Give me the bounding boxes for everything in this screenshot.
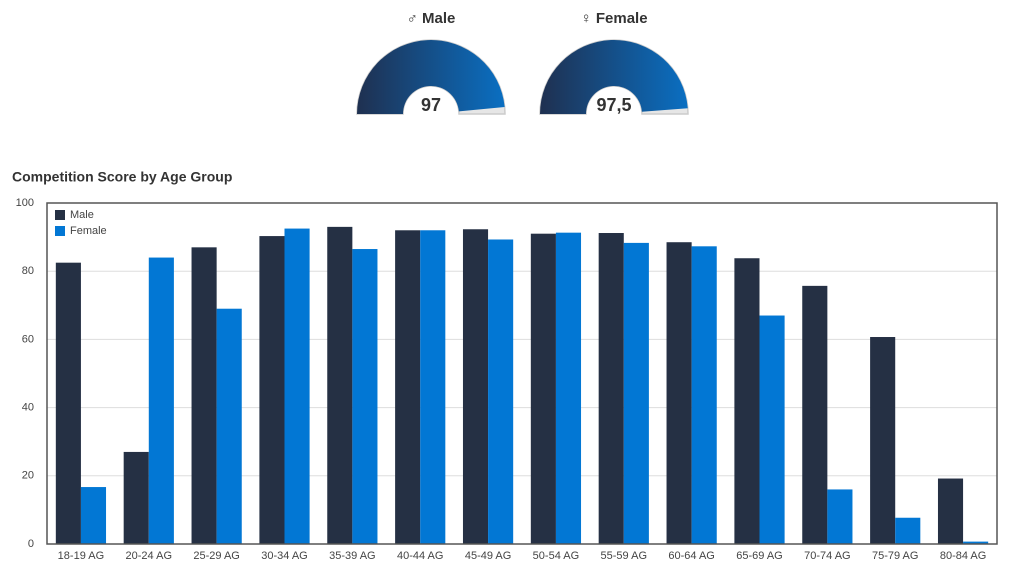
bar <box>555 232 582 545</box>
x-tick-label: 70-74 AG <box>804 550 850 562</box>
x-tick-label: 30-34 AG <box>261 550 307 562</box>
y-tick-label: 40 <box>22 402 34 414</box>
bar <box>937 478 964 544</box>
bar <box>191 247 217 544</box>
bar <box>395 230 421 544</box>
gauge-title: ♂ Male <box>407 10 456 27</box>
x-tick-label: 20-24 AG <box>126 550 172 562</box>
legend-label: Female <box>70 225 107 237</box>
bar <box>530 233 556 544</box>
bar <box>734 258 760 544</box>
bar <box>148 257 174 544</box>
x-tick-label: 75-79 AG <box>872 550 918 562</box>
bar <box>691 246 717 544</box>
x-tick-label: 40-44 AG <box>397 550 443 562</box>
bar <box>488 239 514 544</box>
x-tick-label: 50-54 AG <box>533 550 579 562</box>
bar <box>598 233 624 544</box>
gauge-label: 97,5 <box>596 95 631 115</box>
bar <box>870 337 896 544</box>
bar <box>895 517 921 544</box>
x-tick-label: 65-69 AG <box>736 550 782 562</box>
y-tick-label: 80 <box>22 265 34 277</box>
bar <box>623 242 649 544</box>
bar <box>80 487 107 544</box>
gauge-value <box>540 39 688 115</box>
bar <box>55 262 81 544</box>
gauge-title: ♀ Female <box>580 10 647 27</box>
x-tick-label: 45-49 AG <box>465 550 511 562</box>
x-tick-label: 25-29 AG <box>193 550 239 562</box>
bar <box>666 242 692 544</box>
legend-label: Male <box>70 209 94 221</box>
y-tick-label: 60 <box>22 333 34 345</box>
x-tick-label: 80-84 AG <box>940 550 986 562</box>
x-tick-label: 60-64 AG <box>668 550 714 562</box>
gauge-value <box>357 39 505 114</box>
chart-title: Competition Score by Age Group <box>12 169 232 185</box>
bar <box>216 308 242 544</box>
gauge-label: 97 <box>421 95 441 115</box>
x-tick-label: 55-59 AG <box>601 550 647 562</box>
bar <box>963 541 989 544</box>
bar <box>327 226 353 544</box>
y-tick-label: 20 <box>22 470 34 482</box>
x-tick-label: 35-39 AG <box>329 550 375 562</box>
bar <box>123 451 149 544</box>
bar <box>462 229 489 544</box>
bar <box>259 236 285 544</box>
bar <box>420 230 446 544</box>
y-tick-label: 100 <box>16 197 34 209</box>
bar <box>827 489 853 544</box>
bar <box>352 249 378 544</box>
bar <box>284 228 310 544</box>
bar <box>802 285 828 544</box>
x-tick-label: 18-19 AG <box>58 550 104 562</box>
legend-swatch <box>55 226 65 236</box>
y-tick-label: 0 <box>28 538 34 550</box>
legend-swatch <box>55 210 65 220</box>
bar <box>759 315 785 544</box>
plot-frame <box>46 202 998 545</box>
